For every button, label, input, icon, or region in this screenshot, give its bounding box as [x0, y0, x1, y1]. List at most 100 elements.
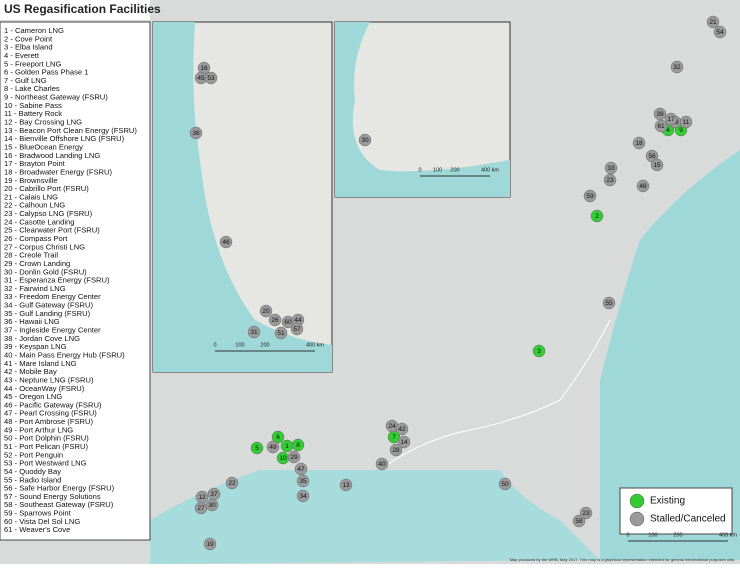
- facility-item: 43 - Neptune LNG (FSRU): [4, 375, 94, 384]
- gulf: [150, 470, 600, 564]
- facility-item: 2 - Cove Point: [4, 34, 53, 43]
- facility-marker: [650, 158, 664, 172]
- facility-item: 10 - Sabine Pass: [4, 101, 62, 110]
- marker-label: 58: [575, 518, 583, 525]
- marker-label: 48: [639, 183, 647, 190]
- facility-marker: [590, 209, 604, 223]
- facility-marker: [632, 136, 646, 150]
- facility-item: 40 - Main Pass Energy Hub (FSRU): [4, 350, 125, 359]
- marker-label: 29: [290, 454, 298, 461]
- facility-item: 26 - Compass Port: [4, 234, 68, 243]
- marker-label: 7: [392, 434, 396, 441]
- facility-item: 27 - Corpus Christi LNG: [4, 242, 85, 251]
- facility-item: 34 - Gulf Gateway (FSRU): [4, 301, 94, 310]
- facility-marker: [268, 313, 282, 327]
- marker-label: 9: [679, 127, 683, 134]
- title-box: [0, 0, 150, 20]
- facility-marker: [296, 474, 310, 488]
- marker-label: 27: [197, 505, 205, 512]
- facility-marker: [266, 440, 280, 454]
- marker-label: 57: [293, 326, 301, 333]
- facility-item: 42 - Mobile Bay: [4, 367, 57, 376]
- facility-item: 47 - Pearl Crossing (FSRU): [4, 409, 97, 418]
- facility-marker: [294, 462, 308, 476]
- scale-label: 100: [235, 342, 244, 348]
- list-box: [0, 21, 151, 541]
- marker-label: 44: [294, 317, 302, 324]
- marker-label: 54: [716, 29, 724, 36]
- facility-item: 15 - BlueOcean Energy: [4, 142, 83, 151]
- facility-item: 16 - Bradwood Landing LNG: [4, 151, 100, 160]
- facility-item: 51 - Port Pelican (FSRU): [4, 442, 88, 451]
- facility-item: 39 - Keyspan LNG: [4, 342, 67, 351]
- marker-label: 19: [206, 541, 214, 548]
- marker-label: 30: [361, 137, 369, 144]
- marker-label: 34: [299, 493, 307, 500]
- marker-label: 22: [228, 480, 236, 487]
- marker-label: 15: [653, 162, 661, 169]
- facility-item: 46 - Pacific Gateway (FSRU): [4, 400, 102, 409]
- facility-marker: [250, 441, 264, 455]
- facility-item: 23 - Calypso LNG (FSRU): [4, 209, 93, 218]
- scale-label: 200: [450, 167, 459, 173]
- facility-item: 32 - Fairwind LNG: [4, 284, 66, 293]
- facility-marker: [670, 60, 684, 74]
- facility-item: 8 - Lake Charles: [4, 84, 60, 93]
- facility-marker: [291, 438, 305, 452]
- marker-label: 21: [709, 19, 717, 26]
- facility-marker: [189, 126, 203, 140]
- marker-label: 45: [197, 75, 205, 82]
- marker-label: 59: [586, 193, 594, 200]
- facility-item: 19 - Brownsville: [4, 176, 58, 185]
- facility-item: 6 - Golden Pass Phase 1: [4, 68, 88, 77]
- scale-label: 0: [418, 167, 421, 173]
- facility-item: 33 - Freedom Energy Center: [4, 292, 101, 301]
- marker-label: 51: [277, 330, 285, 337]
- facility-item: 54 - Quoddy Bay: [4, 467, 61, 476]
- footnote: Map produced by the WRB, May 2017. This …: [510, 557, 735, 562]
- facility-marker: [259, 304, 273, 318]
- facility-marker: [654, 119, 668, 133]
- facility-marker: [219, 235, 233, 249]
- marker-label: 31: [250, 329, 258, 336]
- marker-label: 16: [200, 65, 208, 72]
- scale-label: 200: [260, 342, 269, 348]
- facility-item: 18 - Broadwater Energy (FSRU): [4, 167, 113, 176]
- marker-label: 32: [673, 64, 681, 71]
- facility-item: 13 - Beacon Port Clean Energy (FSRU): [4, 126, 137, 135]
- facility-marker: [296, 489, 310, 503]
- marker-label: 50: [501, 481, 509, 488]
- facility-item: 25 - Clearwater Port (FSRU): [4, 226, 100, 235]
- marker-label: 4: [666, 127, 670, 134]
- facility-item: 50 - Port Dolphin (FSRU): [4, 434, 89, 443]
- facility-item: 45 - Oregon LNG: [4, 392, 62, 401]
- marker-label: 33: [607, 165, 615, 172]
- marker-label: 47: [297, 466, 305, 473]
- facility-item: 12 - Bay Crossing LNG: [4, 118, 82, 127]
- facility-item: 20 - Cabrillo Port (FSRU): [4, 184, 89, 193]
- facility-item: 4 - Everett: [4, 51, 40, 60]
- facility-item: 35 - Gulf Landing (FSRU): [4, 309, 91, 318]
- marker-label: 6: [276, 434, 280, 441]
- facility-item: 30 - Donlin Gold (FSRU): [4, 267, 87, 276]
- legend-label: Stalled/Canceled: [650, 514, 726, 525]
- facility-marker: [203, 537, 217, 551]
- facility-item: 9 - Northeast Gateway (FSRU): [4, 93, 108, 102]
- facility-item: 5 - Freeport LNG: [4, 59, 61, 68]
- facility-marker: [679, 115, 693, 129]
- marker-label: 28: [392, 447, 400, 454]
- marker-label: 5: [255, 445, 259, 452]
- title: US Regasification Facilities: [4, 2, 161, 16]
- facility-item: 55 - Radio Island: [4, 475, 61, 484]
- marker-label: 18: [635, 140, 643, 147]
- marker-label: 37: [210, 491, 218, 498]
- marker-label: 17: [667, 116, 675, 123]
- marker-label: 11: [683, 119, 690, 126]
- facility-item: 22 - Calhoun LNG: [4, 201, 65, 210]
- facility-item: 31 - Esperanza Energy (FSRU): [4, 276, 110, 285]
- facility-item: 21 - Calais LNG: [4, 192, 58, 201]
- facility-marker: [274, 326, 288, 340]
- facility-item: 48 - Port Ambrose (FSRU): [4, 417, 94, 426]
- facility-marker: [664, 112, 678, 126]
